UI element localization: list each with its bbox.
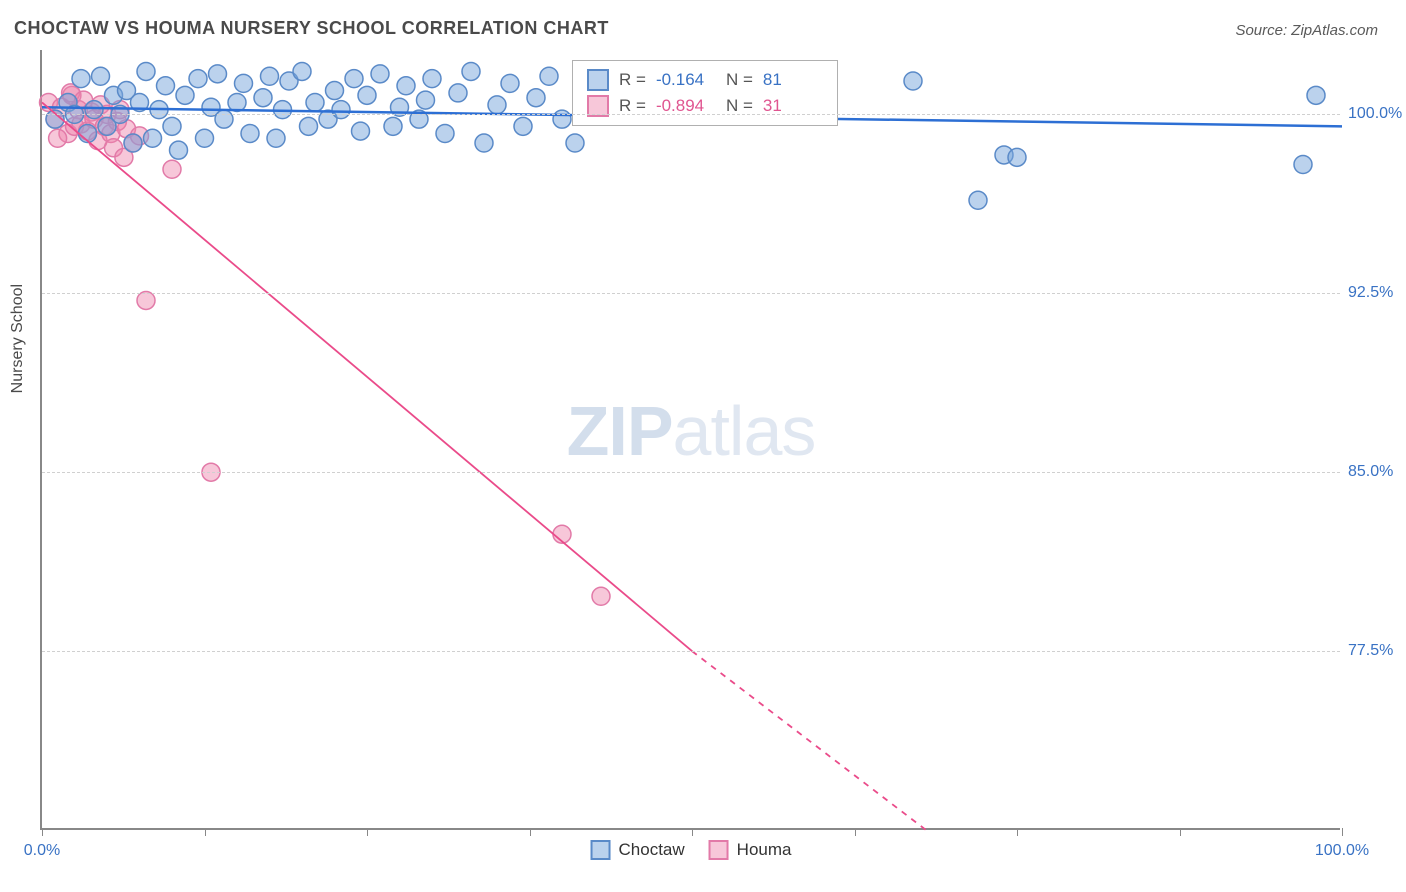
houma-legend-swatch-icon — [709, 840, 729, 860]
y-axis-label: Nursery School — [9, 284, 27, 393]
scatter-point — [969, 191, 987, 209]
x-tick — [692, 828, 693, 836]
scatter-point — [904, 72, 922, 90]
n-label-2: N = — [726, 96, 753, 116]
scatter-point — [326, 82, 344, 100]
scatter-point — [417, 91, 435, 109]
houma-n-value: 31 — [763, 96, 823, 116]
scatter-point — [488, 96, 506, 114]
scatter-point — [157, 77, 175, 95]
scatter-point — [501, 74, 519, 92]
scatter-point — [196, 129, 214, 147]
trendline-houma — [42, 102, 692, 651]
y-tick-label: 85.0% — [1348, 463, 1406, 481]
gridline — [42, 472, 1340, 473]
scatter-point — [397, 77, 415, 95]
gridline — [42, 293, 1340, 294]
scatter-point — [49, 129, 67, 147]
scatter-point — [462, 62, 480, 80]
x-tick — [1180, 828, 1181, 836]
scatter-point — [475, 134, 493, 152]
scatter-point — [235, 74, 253, 92]
scatter-point — [170, 141, 188, 159]
scatter-point — [514, 117, 532, 135]
scatter-point — [124, 134, 142, 152]
x-tick — [42, 828, 43, 836]
scatter-point — [254, 89, 272, 107]
scatter-point — [293, 62, 311, 80]
scatter-point — [267, 129, 285, 147]
scatter-point — [209, 65, 227, 83]
houma-r-value: -0.894 — [656, 96, 716, 116]
choctaw-r-value: -0.164 — [656, 70, 716, 90]
legend-stats-box: R = -0.164 N = 81 R = -0.894 N = 31 — [572, 60, 838, 126]
scatter-point — [72, 70, 90, 88]
scatter-point — [163, 160, 181, 178]
x-tick-label: 100.0% — [1315, 842, 1369, 860]
x-tick — [205, 828, 206, 836]
x-tick — [530, 828, 531, 836]
choctaw-n-value: 81 — [763, 70, 823, 90]
scatter-point — [553, 110, 571, 128]
n-label: N = — [726, 70, 753, 90]
scatter-point — [1294, 155, 1312, 173]
r-label: R = — [619, 70, 646, 90]
houma-legend-label: Houma — [737, 840, 792, 860]
scatter-point — [144, 129, 162, 147]
choctaw-legend-swatch-icon — [591, 840, 611, 860]
scatter-point — [306, 93, 324, 111]
x-tick — [1017, 828, 1018, 836]
y-tick-label: 92.5% — [1348, 284, 1406, 302]
x-tick-label: 0.0% — [24, 842, 60, 860]
y-tick-label: 100.0% — [1348, 105, 1406, 123]
scatter-point — [352, 122, 370, 140]
r-label-2: R = — [619, 96, 646, 116]
scatter-point — [384, 117, 402, 135]
legend-item-houma: Houma — [709, 840, 792, 860]
scatter-point — [345, 70, 363, 88]
legend-bottom: Choctaw Houma — [591, 840, 792, 860]
scatter-point — [176, 86, 194, 104]
scatter-point — [137, 62, 155, 80]
scatter-point — [358, 86, 376, 104]
chart-container: CHOCTAW VS HOUMA NURSERY SCHOOL CORRELAT… — [0, 0, 1406, 892]
scatter-point — [449, 84, 467, 102]
y-tick-label: 77.5% — [1348, 642, 1406, 660]
scatter-point — [92, 67, 110, 85]
scatter-point — [371, 65, 389, 83]
scatter-point — [592, 587, 610, 605]
scatter-point — [527, 89, 545, 107]
scatter-point — [189, 70, 207, 88]
trendline-houma-dashed — [692, 651, 926, 830]
scatter-point — [1307, 86, 1325, 104]
scatter-point — [241, 124, 259, 142]
x-tick — [367, 828, 368, 836]
scatter-point — [423, 70, 441, 88]
scatter-point — [300, 117, 318, 135]
source-attribution: Source: ZipAtlas.com — [1235, 22, 1378, 39]
scatter-point — [1008, 148, 1026, 166]
gridline — [42, 651, 1340, 652]
scatter-point — [540, 67, 558, 85]
legend-stats-row-1: R = -0.164 N = 81 — [587, 67, 823, 93]
scatter-point — [85, 101, 103, 119]
gridline — [42, 114, 1340, 115]
scatter-point — [566, 134, 584, 152]
choctaw-swatch-icon — [587, 69, 609, 91]
chart-svg — [42, 50, 1340, 828]
scatter-point — [215, 110, 233, 128]
choctaw-legend-label: Choctaw — [619, 840, 685, 860]
scatter-point — [332, 101, 350, 119]
x-tick — [855, 828, 856, 836]
scatter-point — [436, 124, 454, 142]
plot-area: Nursery School ZIPatlas R = -0.164 N = 8… — [40, 50, 1340, 830]
legend-item-choctaw: Choctaw — [591, 840, 685, 860]
x-tick — [1342, 828, 1343, 836]
scatter-point — [163, 117, 181, 135]
chart-title: CHOCTAW VS HOUMA NURSERY SCHOOL CORRELAT… — [14, 18, 609, 39]
scatter-point — [261, 67, 279, 85]
